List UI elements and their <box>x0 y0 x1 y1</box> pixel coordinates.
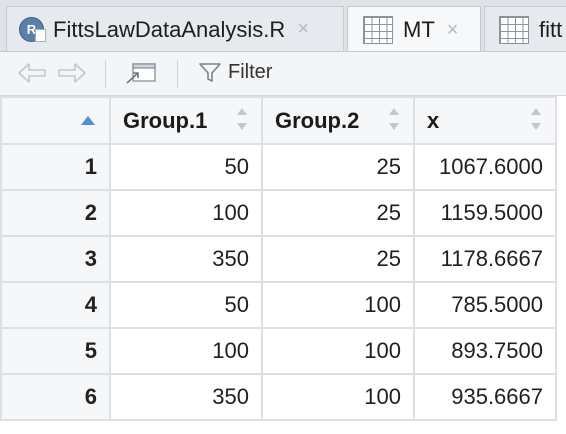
row-number: 4 <box>0 281 111 329</box>
table-row: 1 50 25 1067.6000 <box>0 143 557 191</box>
tab-fitts-law-script[interactable]: R FittsLawDataAnalysis.R × <box>6 6 344 51</box>
header-row: Group.1 Group.2 x <box>0 96 557 145</box>
data-grid-icon <box>363 16 393 44</box>
sort-ascending-icon <box>81 116 95 125</box>
cell-group-2[interactable]: 25 <box>261 189 415 237</box>
tab-fitts[interactable]: fitt <box>484 6 566 51</box>
column-header-label: x <box>427 107 440 133</box>
sort-icon[interactable] <box>531 108 541 130</box>
column-header-group-2[interactable]: Group.2 <box>261 96 415 145</box>
row-number: 6 <box>0 373 111 421</box>
data-grid-icon <box>499 15 529 44</box>
cell-x[interactable]: 893.7500 <box>413 327 557 375</box>
back-arrow-icon <box>18 63 46 83</box>
tab-label: MT <box>403 17 435 42</box>
r-script-icon: R <box>19 17 46 42</box>
row-number: 3 <box>0 235 111 283</box>
viewer-toolbar: Filter <box>0 52 566 96</box>
cell-group-2[interactable]: 100 <box>261 327 415 375</box>
cell-x[interactable]: 1178.6667 <box>413 235 557 283</box>
tab-label: fitt <box>539 16 563 42</box>
tab-mt[interactable]: MT × <box>347 6 481 51</box>
cell-group-1[interactable]: 350 <box>109 373 263 421</box>
row-number: 1 <box>0 143 111 191</box>
table-row: 4 50 100 785.5000 <box>0 281 557 329</box>
filter-button[interactable]: Filter <box>198 60 272 84</box>
cell-group-1[interactable]: 50 <box>109 143 263 191</box>
funnel-icon <box>199 63 221 82</box>
cell-group-1[interactable]: 100 <box>109 189 263 237</box>
toolbar-divider <box>177 60 178 88</box>
popout-window-icon <box>126 63 156 84</box>
row-number: 5 <box>0 327 111 375</box>
cell-group-1[interactable]: 100 <box>109 327 263 375</box>
sort-icon[interactable] <box>389 108 399 130</box>
tab-label: FittsLawDataAnalysis.R <box>53 16 286 42</box>
table-row: 2 100 25 1159.5000 <box>0 189 557 237</box>
close-icon[interactable]: × <box>297 18 309 40</box>
cell-group-1[interactable]: 50 <box>109 281 263 329</box>
cell-x[interactable]: 1067.6000 <box>413 143 557 191</box>
close-icon[interactable]: × <box>446 18 459 41</box>
table-row: 6 350 100 935.6667 <box>0 373 557 421</box>
toolbar-divider <box>105 60 106 88</box>
back-button[interactable] <box>16 61 48 85</box>
cell-group-1[interactable]: 350 <box>109 235 263 283</box>
row-number: 2 <box>0 189 111 237</box>
cell-group-2[interactable]: 100 <box>261 373 415 421</box>
editor-tab-bar: R FittsLawDataAnalysis.R × MT × fitt <box>0 0 566 52</box>
column-header-label: Group.2 <box>275 107 360 133</box>
column-header-x[interactable]: x <box>413 96 557 145</box>
table-row: 3 350 25 1178.6667 <box>0 235 557 283</box>
cell-group-2[interactable]: 25 <box>261 235 415 283</box>
row-index-header[interactable] <box>0 96 111 145</box>
cell-x[interactable]: 785.5000 <box>413 281 557 329</box>
sort-icon[interactable] <box>237 108 247 130</box>
forward-arrow-icon <box>58 63 86 83</box>
cell-x[interactable]: 1159.5000 <box>413 189 557 237</box>
table-row: 5 100 100 893.7500 <box>0 327 557 375</box>
filter-label: Filter <box>228 60 273 83</box>
column-header-group-1[interactable]: Group.1 <box>109 96 263 145</box>
data-grid: Group.1 Group.2 x 1 50 25 1067.6000 2 10… <box>0 96 557 421</box>
column-header-label: Group.1 <box>123 107 208 133</box>
cell-x[interactable]: 935.6667 <box>413 373 557 421</box>
open-in-window-button[interactable] <box>124 61 158 87</box>
forward-button[interactable] <box>56 61 88 85</box>
cell-group-2[interactable]: 100 <box>261 281 415 329</box>
cell-group-2[interactable]: 25 <box>261 143 415 191</box>
